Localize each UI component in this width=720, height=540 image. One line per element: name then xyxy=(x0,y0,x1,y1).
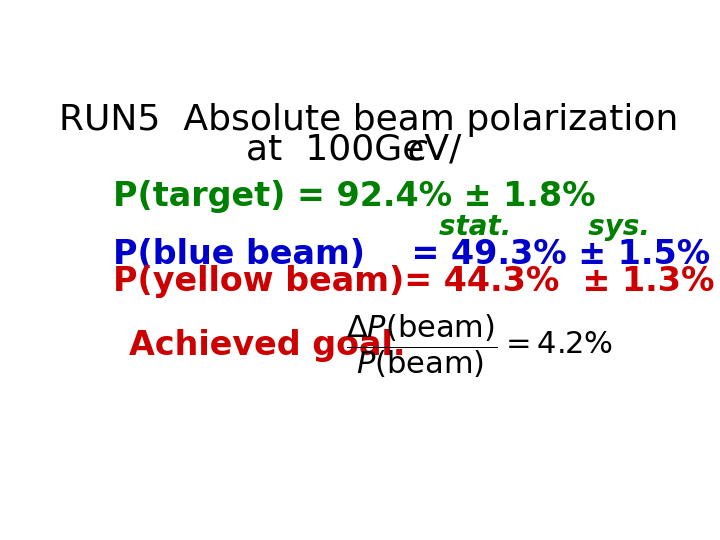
Text: $\dfrac{\Delta P(\mathrm{beam})}{P(\mathrm{beam})} = 4.2\%$: $\dfrac{\Delta P(\mathrm{beam})}{P(\math… xyxy=(346,312,613,380)
Text: at  100GeV/: at 100GeV/ xyxy=(246,132,461,166)
Text: c: c xyxy=(408,132,428,166)
Text: P(blue beam)    = 49.3% ± 1.5% ± 1.4%: P(blue beam) = 49.3% ± 1.5% ± 1.4% xyxy=(113,238,720,271)
Text: P(yellow beam)= 44.3%  ± 1.3% ± 1.3%: P(yellow beam)= 44.3% ± 1.3% ± 1.3% xyxy=(113,265,720,298)
Text: stat.        sys.: stat. sys. xyxy=(438,213,649,241)
Text: P(target) = 92.4% ± 1.8%: P(target) = 92.4% ± 1.8% xyxy=(113,180,595,213)
Text: Achieved goal.: Achieved goal. xyxy=(129,329,405,362)
Text: RUN5  Absolute beam polarization: RUN5 Absolute beam polarization xyxy=(59,103,679,137)
